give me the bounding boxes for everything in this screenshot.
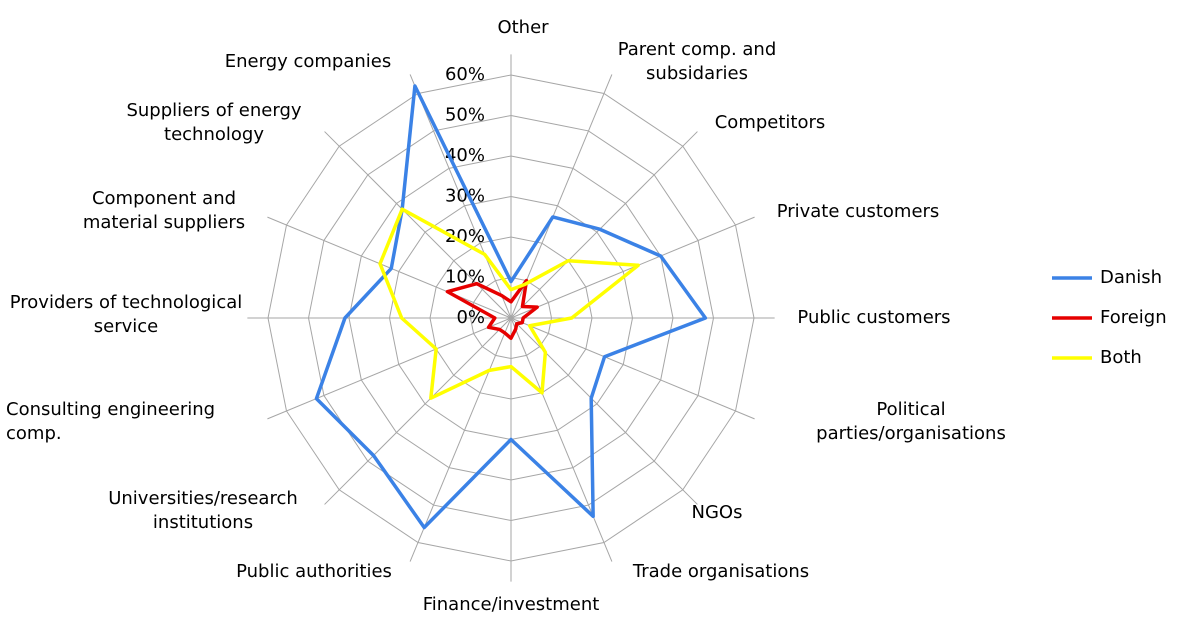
category-label: Competitors — [714, 112, 826, 133]
legend-label: Foreign — [1100, 307, 1167, 328]
category-label: Component and material suppliers — [82, 188, 246, 233]
category-label: Public customers — [797, 307, 951, 328]
tick-label: 30% — [445, 186, 485, 207]
tick-label: 10% — [445, 267, 485, 288]
category-label: Universities/research institutions — [108, 488, 298, 533]
series-line — [314, 84, 708, 530]
tick-label: 50% — [445, 105, 485, 126]
spoke — [510, 131, 698, 319]
category-label: Finance/investment — [422, 594, 600, 615]
category-label: Political parties/organisations — [816, 399, 1006, 444]
tick-label: 40% — [445, 145, 485, 166]
spoke — [510, 317, 613, 562]
spoke — [409, 317, 512, 562]
spoke — [267, 216, 512, 319]
category-label: Consulting engineering comp. — [6, 399, 216, 444]
category-label: Other — [497, 17, 549, 38]
series-line — [378, 207, 640, 400]
category-label: Suppliers of energy technology — [126, 100, 302, 145]
spoke — [510, 74, 613, 319]
tick-label: 0% — [456, 307, 485, 328]
category-label: Parent comp. and subsidaries — [617, 39, 777, 84]
legend-label: Danish — [1100, 267, 1162, 288]
spoke — [409, 74, 512, 319]
spoke — [510, 317, 755, 420]
spoke — [267, 317, 512, 420]
tick-label: 20% — [445, 226, 485, 247]
legend-label: Both — [1100, 347, 1142, 368]
spoke — [510, 317, 698, 505]
category-label: Trade organisations — [632, 561, 810, 582]
series-line — [445, 278, 539, 340]
spoke — [324, 317, 512, 505]
category-label: Private customers — [776, 201, 940, 222]
category-label: Providers of technological service — [9, 292, 243, 337]
tick-label: 60% — [445, 64, 485, 85]
category-label: Energy companies — [224, 51, 392, 72]
category-label: Public authorities — [236, 561, 392, 582]
category-label: NGOs — [691, 502, 743, 523]
